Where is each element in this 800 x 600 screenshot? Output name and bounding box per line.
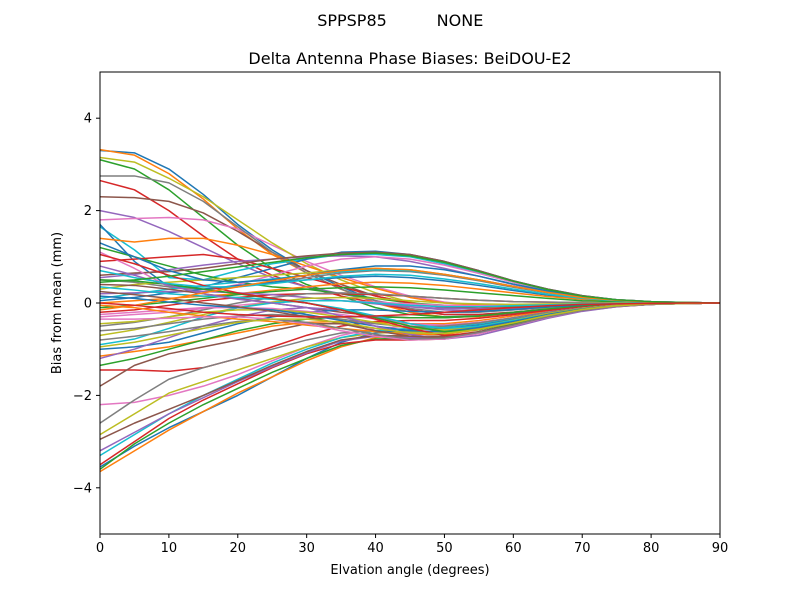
series-line-63 [99, 252, 721, 304]
series-layer [99, 148, 721, 473]
x-tick-label-6: 60 [505, 541, 522, 556]
x-tick-label-1: 10 [161, 541, 178, 556]
x-tick-label-8: 80 [643, 541, 660, 556]
suptitle-right: NONE [437, 11, 484, 30]
series-line-59 [99, 302, 721, 348]
chart-title: Delta Antenna Phase Biases: BeiDOU-E2 [248, 49, 571, 68]
x-axis-ticks: 0 10 20 30 40 50 60 70 80 90 [96, 534, 728, 556]
y-tick-label-2: 0 [84, 297, 92, 312]
suptitle-left: SPPSP85 [317, 11, 387, 30]
x-tick-label-9: 90 [712, 541, 729, 556]
x-tick-label-4: 40 [367, 541, 384, 556]
x-tick-label-5: 50 [436, 541, 453, 556]
series-line-64 [99, 302, 720, 318]
y-tick-label-1: −2 [73, 389, 92, 404]
x-tick-label-2: 20 [230, 541, 247, 556]
y-tick-label-4: 4 [84, 112, 92, 127]
y-axis-label: Bias from mean (mm) [50, 232, 65, 374]
y-tick-label-0: −4 [73, 481, 92, 496]
y-axis-ticks: −4 −2 0 2 4 [73, 112, 100, 496]
x-tick-label-7: 70 [574, 541, 591, 556]
y-tick-label-3: 2 [84, 204, 92, 219]
x-tick-label-3: 30 [298, 541, 315, 556]
x-tick-label-0: 0 [96, 541, 104, 556]
x-axis-label: Elvation angle (degrees) [330, 563, 489, 578]
series-line-23 [99, 286, 720, 309]
